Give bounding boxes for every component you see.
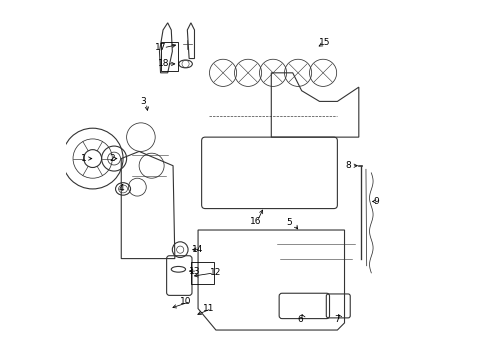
Text: 17: 17 [155, 43, 166, 52]
Text: 15: 15 [319, 38, 330, 47]
Text: 4: 4 [118, 184, 124, 193]
Text: 3: 3 [140, 97, 145, 106]
Text: 5: 5 [285, 219, 291, 228]
Text: 13: 13 [188, 267, 200, 276]
Text: 16: 16 [249, 217, 261, 226]
Text: 14: 14 [192, 245, 203, 254]
Text: 8: 8 [345, 161, 350, 170]
Text: 2: 2 [109, 154, 115, 163]
Text: 18: 18 [158, 59, 169, 68]
Text: 7: 7 [334, 315, 340, 324]
Text: 10: 10 [180, 297, 191, 306]
Text: 9: 9 [373, 197, 379, 206]
Text: 6: 6 [296, 315, 302, 324]
Text: 12: 12 [210, 268, 221, 277]
Text: 11: 11 [203, 304, 214, 313]
Text: 1: 1 [81, 154, 86, 163]
